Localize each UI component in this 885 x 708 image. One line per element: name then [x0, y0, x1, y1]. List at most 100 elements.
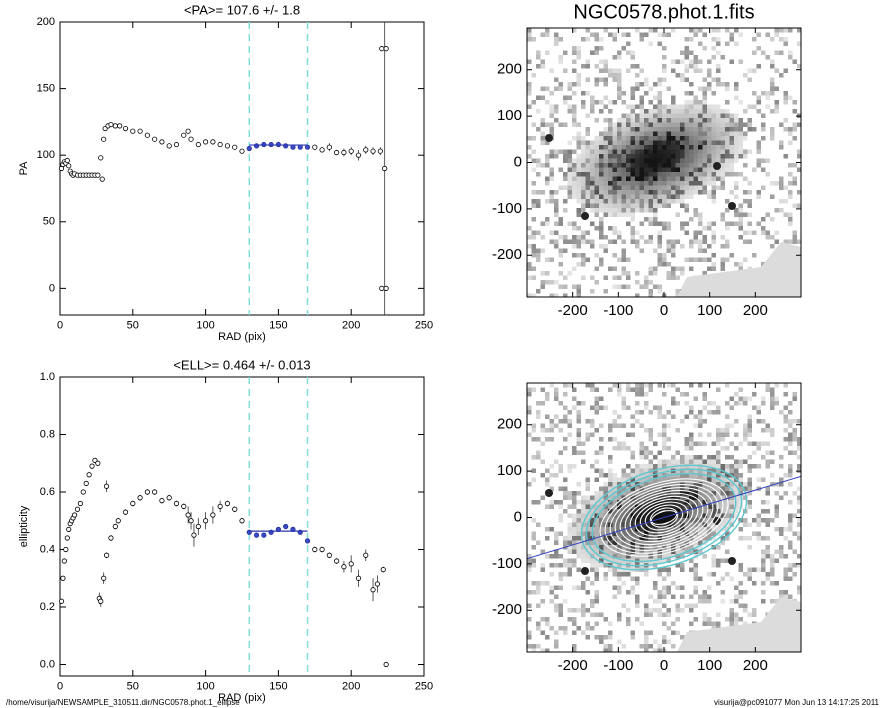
pixel [756, 536, 761, 541]
pixel [635, 603, 640, 608]
pixel [783, 590, 788, 595]
pixel [747, 500, 752, 505]
pixel [662, 136, 667, 141]
pixel [657, 572, 662, 577]
pixel [572, 495, 577, 500]
pixel [581, 208, 586, 213]
x-tick-label: 50 [127, 319, 139, 331]
pixel [698, 257, 703, 262]
pixel [747, 441, 752, 446]
pixel [648, 482, 653, 487]
pixel [599, 145, 604, 150]
pixel [563, 630, 568, 635]
pixel [756, 405, 761, 410]
pixel [635, 208, 640, 213]
pixel [783, 118, 788, 123]
pixel [576, 482, 581, 487]
pixel [720, 140, 725, 145]
pixel [576, 554, 581, 559]
pixel [621, 91, 626, 96]
pixel [635, 244, 640, 249]
pixel [752, 518, 757, 523]
pixel [626, 50, 631, 55]
pixel [608, 136, 613, 141]
pixel [599, 199, 604, 204]
pixel [608, 495, 613, 500]
pixel [671, 158, 676, 163]
pixel [545, 32, 550, 37]
pixel [612, 181, 617, 186]
pixel [635, 158, 640, 163]
pixel [581, 504, 586, 509]
pixel [684, 468, 689, 473]
pixel [617, 194, 622, 199]
pixel [617, 154, 622, 159]
pixel [747, 149, 752, 154]
pixel [662, 109, 667, 114]
pixel [581, 518, 586, 523]
pixel [599, 68, 604, 73]
pixel [662, 64, 667, 69]
pixel [639, 522, 644, 527]
pixel [779, 531, 784, 536]
x-tick-label: 100 [697, 302, 722, 319]
pixel [630, 226, 635, 231]
pixel [729, 617, 734, 622]
pixel [549, 585, 554, 590]
pixel [671, 396, 676, 401]
pixel [725, 558, 730, 563]
pixel [563, 199, 568, 204]
pixel [666, 221, 671, 226]
pixel [644, 486, 649, 491]
pixel [635, 203, 640, 208]
pixel [657, 558, 662, 563]
pixel [662, 603, 667, 608]
pixel [702, 239, 707, 244]
pixel [765, 158, 770, 163]
pixel [617, 208, 622, 213]
pixel [666, 459, 671, 464]
pixel [599, 158, 604, 163]
pixel [626, 212, 631, 217]
pixel [783, 41, 788, 46]
pixel [738, 567, 743, 572]
pixel [653, 648, 658, 652]
pixel [536, 414, 541, 419]
pixel [639, 194, 644, 199]
pixel [720, 235, 725, 240]
data-point [95, 172, 101, 178]
pixel [720, 154, 725, 159]
pixel [657, 599, 662, 604]
pixel [680, 194, 685, 199]
pixel [594, 181, 599, 186]
pixel [729, 495, 734, 500]
pixel [707, 113, 712, 118]
pixel [783, 536, 788, 541]
pixel [608, 118, 613, 123]
pixel [572, 113, 577, 118]
pixel [644, 428, 649, 433]
data-point [383, 285, 389, 291]
pixel [612, 154, 617, 159]
chart-title: <ELL>= 0.464 +/- 0.013 [173, 357, 310, 372]
pixel [653, 599, 658, 604]
pixel [603, 572, 608, 577]
pixel [644, 163, 649, 168]
pixel [707, 509, 712, 514]
data-point [355, 152, 362, 158]
pixel [725, 257, 730, 262]
pixel [711, 441, 716, 446]
pixel [734, 140, 739, 145]
pixel [747, 536, 752, 541]
pixel [657, 145, 662, 150]
pixel [572, 163, 577, 168]
pixel [549, 572, 554, 577]
pixel [734, 617, 739, 622]
pixel [666, 32, 671, 37]
pixel [734, 486, 739, 491]
pixel [693, 239, 698, 244]
pixel [725, 199, 730, 204]
pixel [572, 558, 577, 563]
pixel [639, 95, 644, 100]
pixel [675, 603, 680, 608]
